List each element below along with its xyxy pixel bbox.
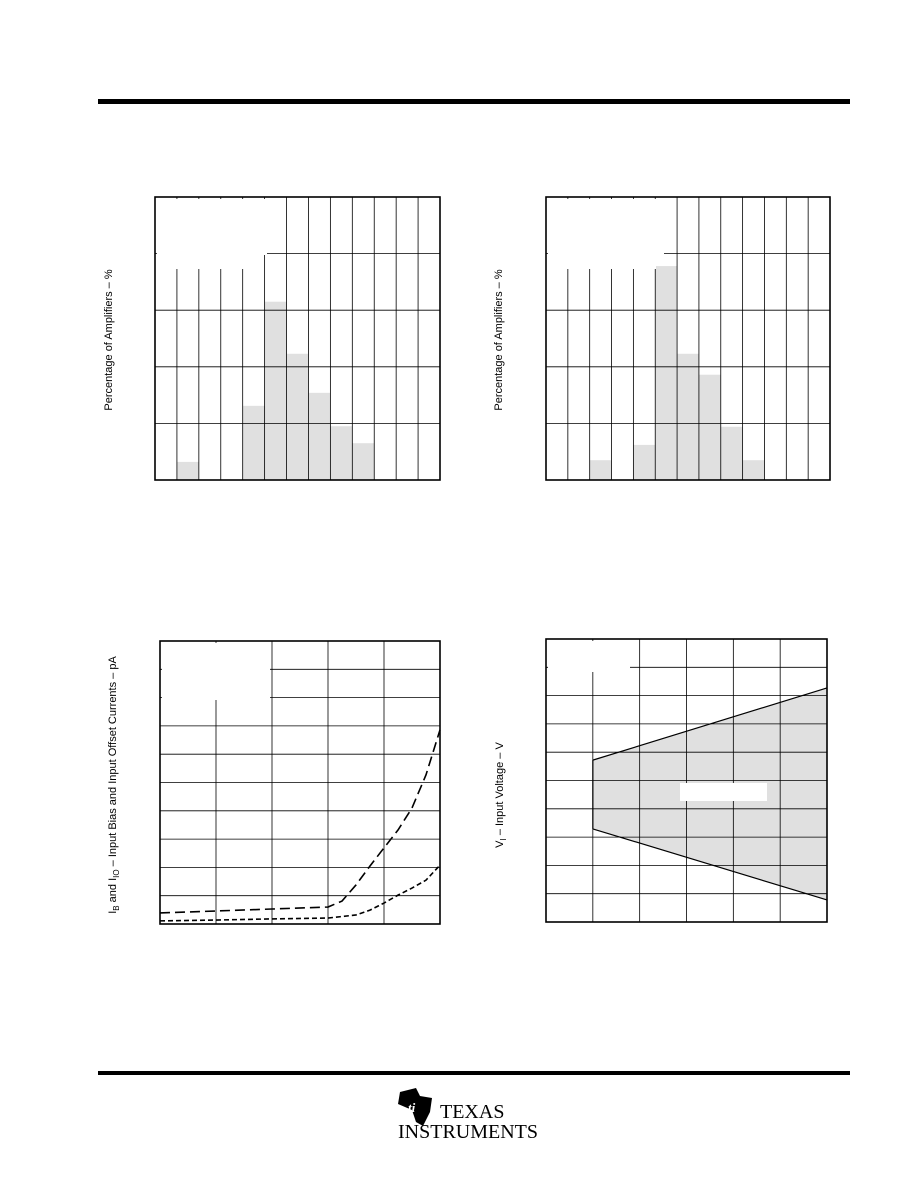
chart: Percentage of Amplifiers – % [493,196,831,481]
bar [286,353,309,480]
y-axis-label-part: I [107,911,119,914]
chart: IB and IIO – Input Bias and Input Offset… [107,640,441,925]
bar [264,301,287,480]
y-axis-label: VI – Input Voltage – V [494,742,508,848]
top-rule [98,99,850,104]
y-axis-label-part: V [494,840,506,848]
series-line [592,828,828,901]
y-axis-label-part: – Input Voltage – V [494,742,506,839]
legend-area [157,199,267,255]
bar [633,444,656,480]
series-line [159,864,441,922]
y-axis-label: Percentage of Amplifiers – % [103,269,115,410]
chart: Percentage of Amplifiers – % [103,196,441,481]
bar [589,460,612,480]
legend-area [162,643,270,700]
bar [176,461,199,480]
logo-text: TEXAS [440,1101,504,1123]
chart: VI – Input Voltage – V [494,638,828,923]
plot-frame [545,638,828,923]
plot-frame [159,640,441,925]
y-axis-label-part: IO [112,869,121,877]
series-line [159,729,441,914]
y-axis-label-part: I [499,838,508,840]
y-axis-label-part: – Input Bias and Input Offset Currents –… [107,656,119,870]
logo-ti: ti [408,1100,416,1115]
bar [655,266,678,480]
bar [352,443,375,480]
bar [330,426,353,480]
logo-text: INSTRUMENTS [398,1121,538,1143]
bar [742,460,765,480]
legend-area [548,641,630,672]
series-line [592,687,828,761]
ti-logo: ti TEXAS INSTRUMENTS [398,1088,538,1143]
bar [698,374,721,480]
plot-frame [154,196,441,481]
legend-area [548,199,664,255]
y-axis-label-part: and I [107,878,119,906]
annotation-area [680,783,767,801]
bar [308,392,331,480]
plot-frame [545,196,831,481]
y-axis-label: IB and IIO – Input Bias and Input Offset… [107,656,121,914]
bottom-rule [98,1071,850,1075]
y-axis-label: Percentage of Amplifiers – % [493,269,505,410]
bar [242,405,265,480]
logo-mark [398,1088,432,1126]
bar [677,353,699,480]
y-axis-label-part: B [112,905,121,910]
bar [720,426,743,480]
